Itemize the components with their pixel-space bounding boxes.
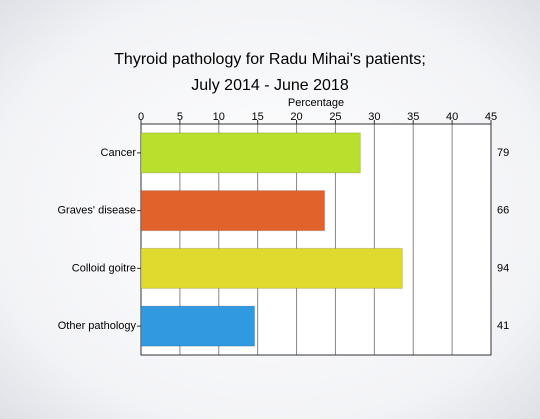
bar [140, 247, 403, 289]
y-tick-label: Colloid goitre [72, 262, 136, 274]
count-label: 94 [497, 262, 509, 274]
chart-subtitle: July 2014 - June 2018 [191, 77, 349, 94]
x-tick-label: 15 [252, 111, 264, 123]
y-tick-label: Graves' disease [57, 205, 136, 217]
bar [140, 305, 256, 347]
bar [140, 190, 326, 232]
chart-title: Thyroid pathology for Radu Mihai's patie… [114, 51, 426, 68]
plot-border [140, 123, 492, 356]
x-axis-label: Percentage [288, 97, 344, 109]
y-tick-label: Cancer [101, 147, 137, 159]
count-label: 41 [497, 320, 509, 332]
count-label: 79 [497, 147, 509, 159]
bar [140, 132, 361, 174]
x-tick-label: 20 [290, 111, 302, 123]
x-tick-label: 0 [138, 111, 144, 123]
x-tick-label: 5 [177, 111, 183, 123]
x-tick-label: 30 [368, 111, 380, 123]
count-label: 66 [497, 205, 509, 217]
x-tick-label: 10 [213, 111, 225, 123]
y-tick-label: Other pathology [58, 320, 137, 332]
x-tick-label: 45 [485, 111, 497, 123]
x-tick-label: 25 [329, 111, 341, 123]
x-tick-label: 35 [407, 111, 419, 123]
x-tick-label: 40 [446, 111, 458, 123]
